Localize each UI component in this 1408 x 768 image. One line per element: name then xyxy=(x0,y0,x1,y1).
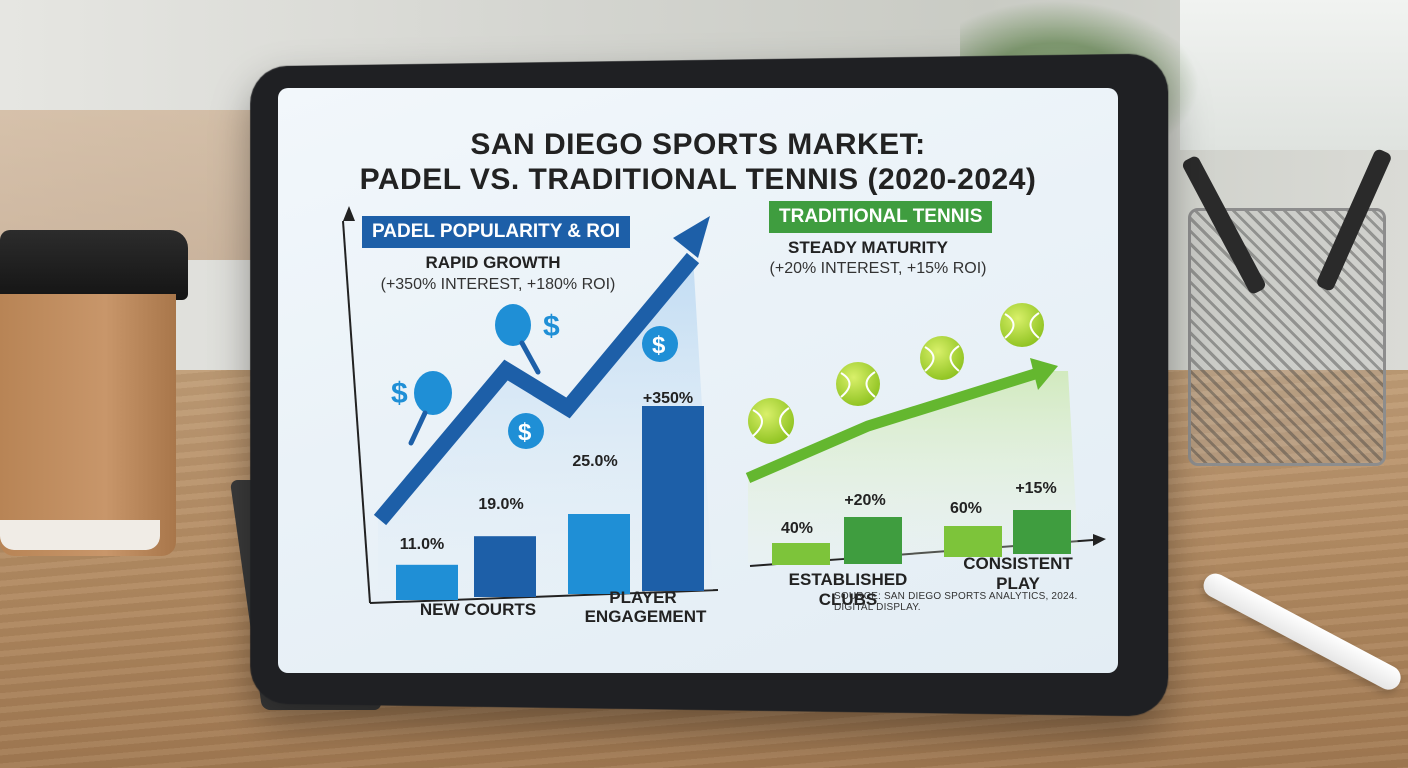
dollar-icon: $ xyxy=(391,377,408,410)
tennis-bar xyxy=(1013,510,1071,554)
coffee-cup-base xyxy=(0,520,160,550)
source-note: SOURCE: SAN DIEGO SPORTS ANALYTICS, 2024… xyxy=(834,591,1118,613)
tennis-bar-label: 60% xyxy=(926,500,1006,518)
svg-text:$: $ xyxy=(518,419,532,446)
tennis-bar xyxy=(944,526,1002,557)
svg-text:$: $ xyxy=(652,332,666,359)
background-window xyxy=(1180,0,1408,150)
padel-category-engagement: ENGAGEMENT xyxy=(578,607,713,627)
svg-text:$: $ xyxy=(391,377,408,410)
coffee-cup xyxy=(0,230,190,550)
padel-category-new-courts: NEW COURTS xyxy=(403,600,553,620)
svg-text:$: $ xyxy=(543,310,560,343)
pen-holder xyxy=(1188,208,1386,466)
tennis-category-consistent-play: CONSISTENT PLAY xyxy=(943,554,1093,594)
tennis-ball-icon xyxy=(920,336,964,380)
tablet-screen: SAN DIEGO SPORTS MARKET: PADEL VS. TRADI… xyxy=(278,88,1118,673)
tennis-bar-label: 40% xyxy=(757,520,837,538)
dollar-icon: $ xyxy=(508,413,544,449)
coffee-cup-body xyxy=(0,294,176,556)
dollar-icon: $ xyxy=(642,326,678,362)
padel-category-player: PLAYER xyxy=(583,588,703,608)
padel-bar-label: 25.0% xyxy=(555,453,635,471)
dollar-icon: $ xyxy=(543,310,560,343)
tennis-ball-icon xyxy=(1000,303,1044,347)
padel-bar xyxy=(568,514,630,594)
padel-bar xyxy=(474,536,536,597)
tennis-bar-label: +15% xyxy=(996,480,1076,498)
coffee-cup-lid xyxy=(0,230,188,300)
padel-trend-arrowhead xyxy=(673,216,710,258)
tennis-bar xyxy=(772,543,830,565)
padel-bar xyxy=(396,565,458,600)
padel-racket-icon xyxy=(495,304,538,372)
tennis-x-axis-arrow xyxy=(1093,534,1106,546)
padel-bar-label: +350% xyxy=(628,390,708,408)
tennis-bar xyxy=(844,517,902,564)
padel-bar-label: 19.0% xyxy=(461,496,541,514)
padel-y-axis-arrow xyxy=(343,206,355,221)
padel-y-axis xyxy=(343,221,370,603)
padel-bar-label: 11.0% xyxy=(382,536,462,554)
tennis-ball-icon xyxy=(836,362,880,406)
tennis-ball-icon xyxy=(748,398,794,444)
tennis-bar-label: +20% xyxy=(825,492,905,510)
padel-bar xyxy=(642,406,704,591)
